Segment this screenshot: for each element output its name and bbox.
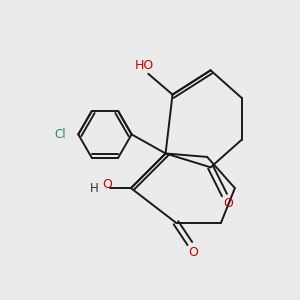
Text: O: O — [223, 197, 233, 210]
Text: O: O — [188, 246, 198, 259]
Text: H: H — [90, 182, 99, 195]
Text: Cl: Cl — [55, 128, 66, 141]
Text: HO: HO — [135, 58, 154, 72]
Text: O: O — [102, 178, 112, 191]
